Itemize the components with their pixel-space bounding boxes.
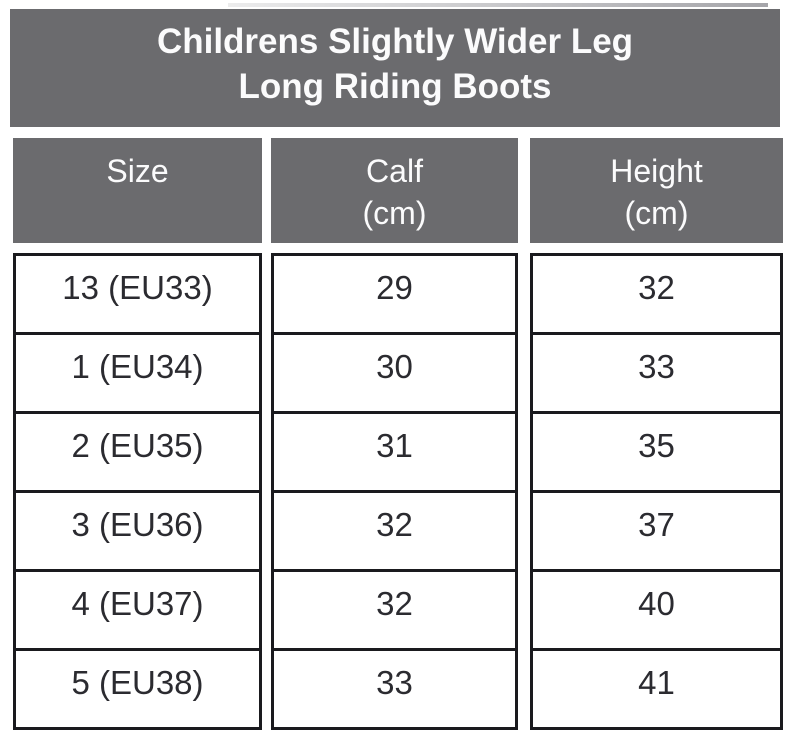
column-header-calf-unit: (cm) (362, 195, 427, 231)
size-column: 13 (EU33) 1 (EU34) 2 (EU35) 3 (EU36) 4 (… (13, 253, 262, 730)
column-header-size-label: Size (106, 153, 169, 189)
column-header-height-unit: (cm) (624, 195, 689, 231)
size-cell: 2 (EU35) (16, 411, 259, 490)
column-header-calf-label: Calf (366, 153, 423, 189)
height-cell: 40 (533, 569, 780, 648)
column-header-height: Height (cm) (530, 138, 783, 243)
height-column: 32 33 35 37 40 41 (530, 253, 783, 730)
calf-cell: 29 (376, 268, 413, 306)
height-cell: 33 (533, 332, 780, 411)
column-header-calf: Calf (cm) (271, 138, 518, 243)
chart-title-line2: Long Riding Boots (238, 67, 552, 106)
size-cell: 13 (EU33) (62, 268, 213, 306)
size-cell: 1 (EU34) (16, 332, 259, 411)
calf-cell: 30 (274, 332, 515, 411)
height-cell: 37 (533, 490, 780, 569)
calf-cell: 31 (274, 411, 515, 490)
height-cell: 32 (638, 268, 675, 306)
height-cell: 41 (533, 648, 780, 727)
size-cell: 5 (EU38) (16, 648, 259, 727)
chart-title-bar: Childrens Slightly Wider Leg Long Riding… (10, 9, 780, 127)
calf-cell: 33 (274, 648, 515, 727)
size-cell: 3 (EU36) (16, 490, 259, 569)
height-cell: 35 (533, 411, 780, 490)
column-header-height-label: Height (610, 153, 703, 189)
column-header-size: Size (13, 138, 262, 243)
calf-column: 29 30 31 32 32 33 (271, 253, 518, 730)
calf-cell: 32 (274, 569, 515, 648)
size-cell: 4 (EU37) (16, 569, 259, 648)
calf-cell: 32 (274, 490, 515, 569)
scan-artifact-line (228, 3, 768, 7)
chart-title-line1: Childrens Slightly Wider Leg (156, 22, 634, 61)
